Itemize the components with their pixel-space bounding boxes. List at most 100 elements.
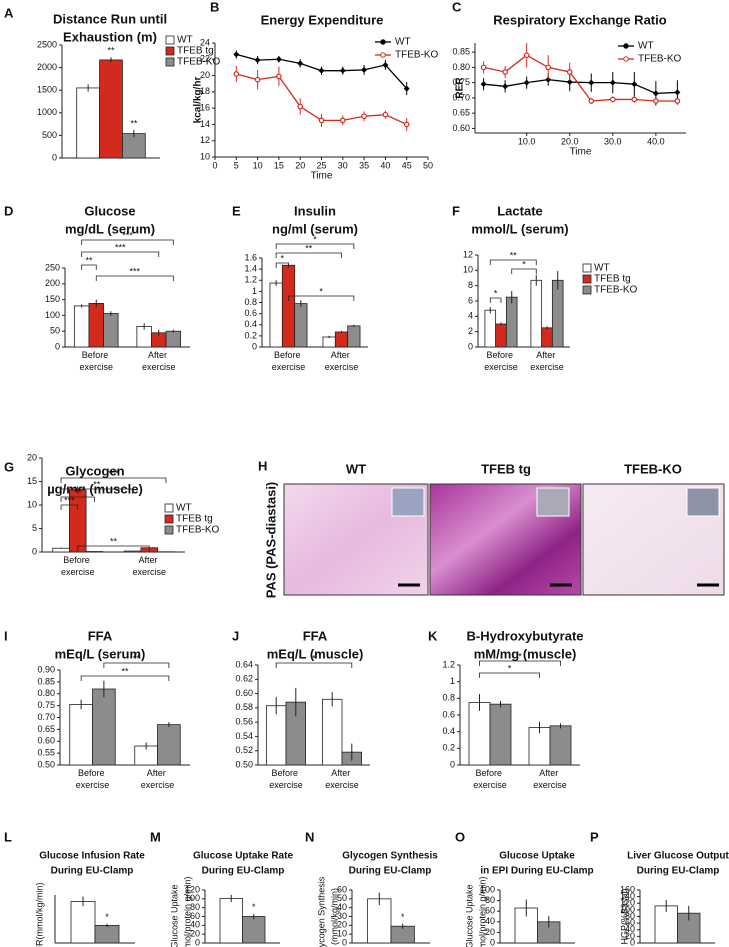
legend-label: TFEB-KO [594,285,638,296]
marker [566,69,573,75]
x-tick-label: After exercise [533,768,567,790]
label-line: exercise [484,362,518,372]
bar [334,331,349,348]
y-tick-label: 0.80 [452,62,470,72]
legend-label: TFEB tg [176,514,213,525]
y-tick-label: 100 [620,904,635,914]
y-tick-label: 0.75 [452,77,470,87]
significance: * [252,902,256,912]
legend-marker [380,39,386,45]
x-tick-label: 50 [423,160,433,170]
y-tick-label: 20 [200,70,210,80]
chart-title: Glucose Uptake [499,851,575,862]
panel-letter: N [305,829,314,844]
x-tick-label: 5 [234,160,239,170]
y-tick-label: 0 [450,759,455,769]
x-tick-label: After exercise [141,768,175,790]
y-tick-label: 80 [485,895,495,905]
label-line: After [148,350,170,360]
bar [157,724,181,766]
y-tick-label: 0 [342,937,347,947]
y-tick-label: 20 [190,929,200,939]
legend-label: WT [395,37,411,48]
significance: ** [74,487,82,497]
y-tick-label: 0 [55,341,60,351]
marker [588,79,595,86]
chart-title: Glycogen Synthesis [342,851,438,862]
x-tick-label: 30.0 [604,136,622,146]
y-tick-label: 0 [195,937,200,947]
bar [281,264,296,348]
bar [265,705,287,766]
y-tick-label: 16 [200,103,210,113]
marker [502,83,509,90]
label-line: exercise [269,780,303,790]
marker [275,56,282,63]
y-tick-label: 10 [337,929,347,939]
significance-bracket [81,251,160,257]
label-line: Before [63,555,92,565]
chart-title: FFA [303,628,328,643]
chart-title: Exhaustion (m) [63,29,157,44]
y-tick-label: 10 [463,265,473,275]
significance: * [401,912,405,922]
chart-title: B-Hydroxybutyrate [466,628,583,643]
chart-title: mEq/L (serum) [55,646,146,661]
significance: * [522,259,526,269]
label-line: Before [475,768,504,778]
legend-swatch [582,285,592,295]
legend-label: TFEB tg [594,274,631,285]
chart-title: During EU-Clamp [637,866,720,877]
y-tick-label: 30 [337,911,347,921]
y-tick-label: 0.2 [244,330,257,340]
marker [361,66,368,73]
y-tick-label: 2500 [37,39,57,49]
label-line: exercise [533,780,567,790]
y-tick-label: 0.4 [442,726,455,736]
significance-bracket [77,545,150,551]
chart-title: in EPI During EU-Clamp [480,866,593,877]
label-line: exercise [473,780,507,790]
panel-letter: A [4,5,14,20]
x-tick-label: After exercise [325,350,359,372]
y-tick-label: 100 [185,893,200,903]
y-tick-label: 20 [337,920,347,930]
label-line: After [536,350,558,360]
panel-h: H PAS (PAS-diastasi) WT TFEB tg TFEB-KO [258,458,725,599]
chart-title: Glycogen [65,463,124,478]
legend-swatch [165,57,175,67]
legend-label: TFEB-KO [395,50,439,61]
significance: ** [305,243,313,253]
x-tick-label: Before exercise [76,768,110,790]
y-axis-label: Glucose Uptake [464,884,474,947]
bar [76,87,100,159]
marker [318,67,325,74]
significance-bracket [275,262,289,268]
y-tick-label: 40 [485,916,495,926]
y-tick-label: 2 [468,326,473,336]
significance: ** [110,536,118,546]
significance: *** [122,230,133,240]
marker [609,96,616,103]
significance-bracket [275,662,353,668]
y-tick-label: 8 [468,280,473,290]
significance-bracket [489,297,502,303]
significance-bracket [275,243,355,249]
label-line: exercise [61,567,95,577]
chart-title: Glucose Uptake Rate [193,851,293,862]
inset [686,487,720,517]
x-tick-label: 0 [212,160,217,170]
y-tick-label: 60 [190,911,200,921]
y-tick-label: 12 [463,249,473,259]
marker [674,98,681,104]
image-ylabel: PAS (PAS-diastasi) [263,482,278,599]
bar [88,302,104,348]
bar [70,901,96,944]
legend-marker [623,56,629,62]
bar [551,279,564,348]
bar [505,296,518,348]
y-tick-label: 120 [185,884,200,894]
significance-bracket [60,488,133,494]
label-line: exercise [272,362,306,372]
legend-label: WT [638,41,654,52]
